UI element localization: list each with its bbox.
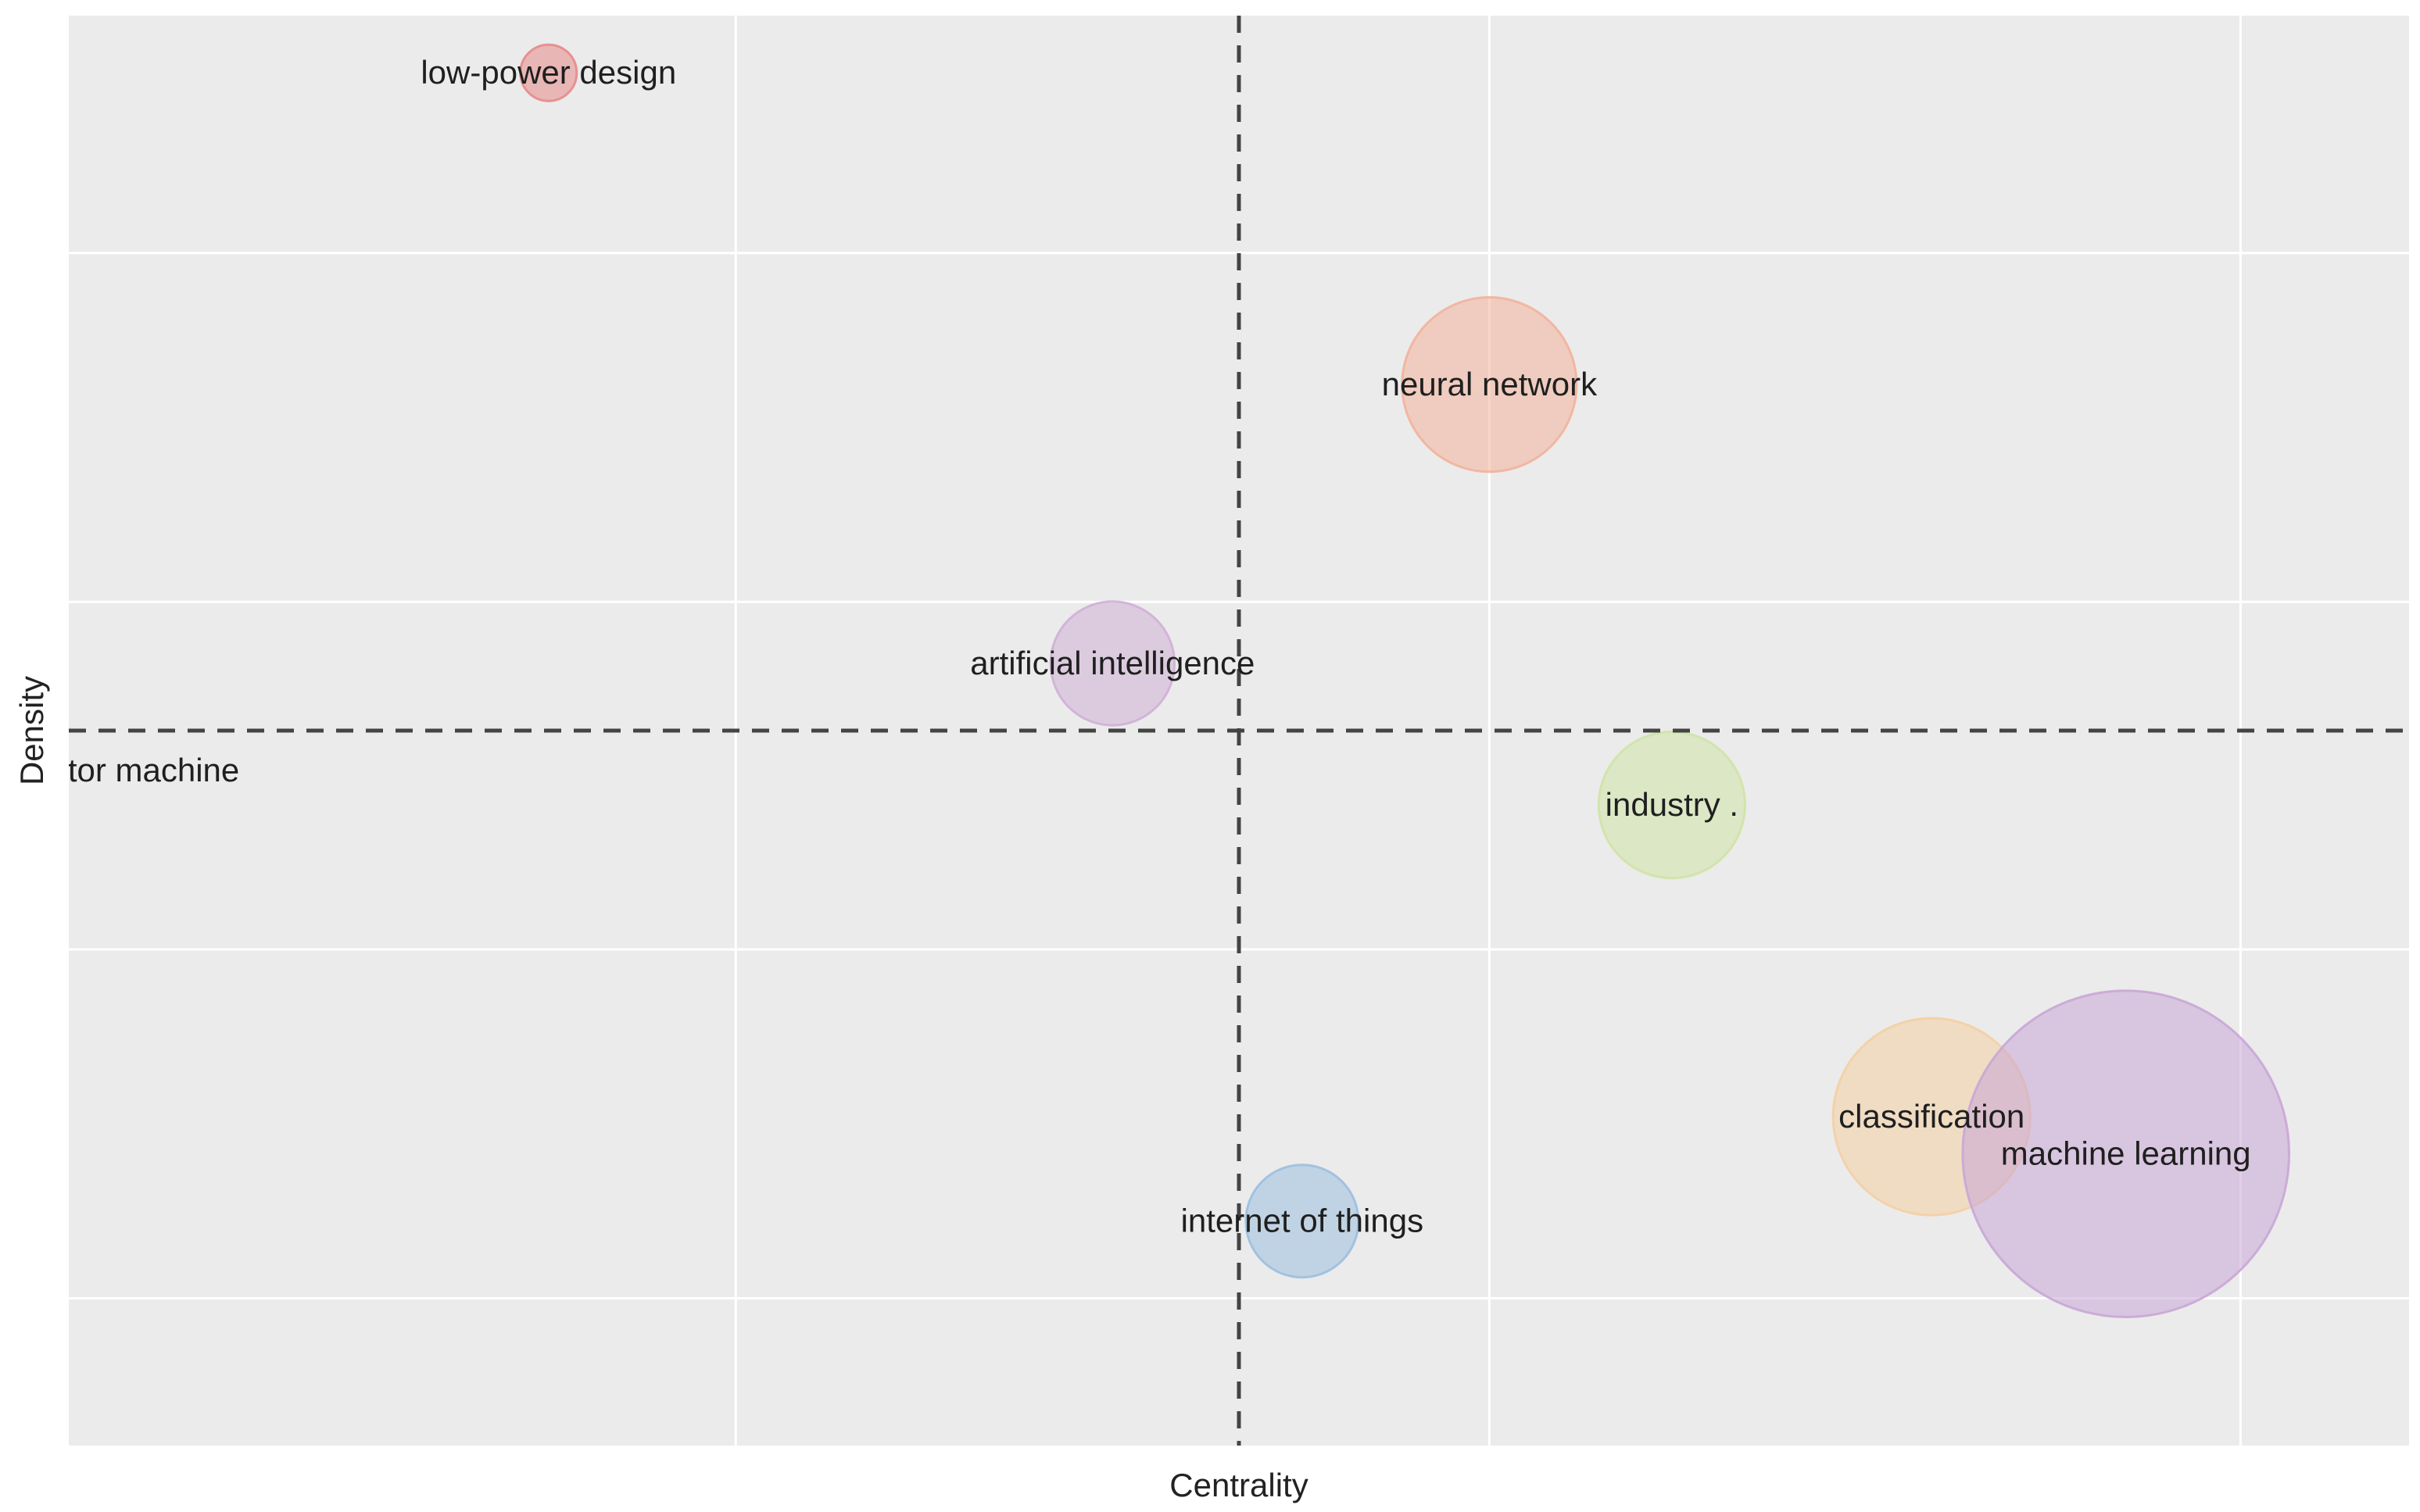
bubble-label-internet-of-things: internet of things	[1181, 1203, 1424, 1239]
bubble-label-support-vector-machine: support vector machine	[0, 752, 239, 788]
bubble-machine-learning[interactable]	[1961, 989, 2291, 1318]
bubble-low-power-design[interactable]	[519, 43, 578, 102]
bubble-neural-network[interactable]	[1401, 296, 1578, 474]
bubble-label-industry: industry .	[1606, 786, 1738, 823]
x-axis-title: Centrality	[1169, 1467, 1308, 1503]
bubbles-layer	[519, 43, 2291, 1318]
bubble-artificial-intelligence[interactable]	[1049, 600, 1176, 727]
y-axis-title: Density	[13, 676, 50, 785]
bubble-label-neural-network: neural network	[1382, 366, 1598, 402]
bubble-labels-layer: low-power design neural network artificial…	[0, 54, 2251, 1239]
bubble-label-artificial-intelligence: artificial intelligence	[970, 645, 1255, 681]
bubble-industry[interactable]	[1597, 731, 1746, 880]
bubble-internet-of-things[interactable]	[1244, 1163, 1360, 1279]
bubble-label-machine-learning: machine learning	[2001, 1135, 2251, 1172]
bubble-label-low-power-design: low-power design	[421, 54, 676, 91]
reference-lines	[69, 16, 2409, 1446]
bubble-label-classification: classification	[1838, 1098, 2024, 1135]
